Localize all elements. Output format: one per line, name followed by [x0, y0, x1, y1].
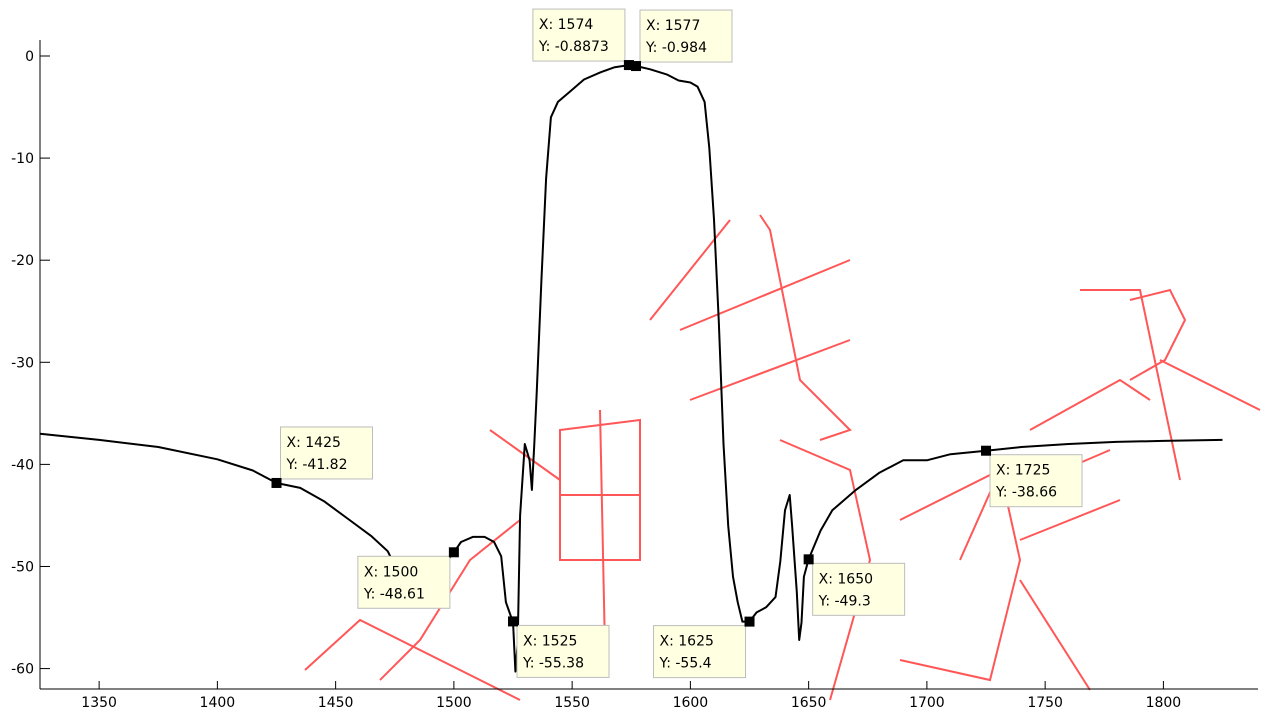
datatip[interactable]: X: 1577 Y: -0.984 — [630, 9, 733, 72]
datatip-marker[interactable] — [448, 547, 459, 558]
datatip-marker[interactable] — [271, 477, 282, 488]
datatip-y-text: Y: -48.61 — [363, 586, 425, 602]
y-tick-label: -50 — [11, 559, 34, 575]
datatip[interactable]: X: 1625 Y: -55.4 — [653, 616, 755, 679]
datatip-box — [639, 9, 733, 63]
x-tick-label: 1500 — [436, 695, 472, 711]
datatip-marker[interactable] — [744, 616, 755, 627]
y-tick-label: -20 — [11, 253, 34, 269]
datatip-y-text: Y: -0.984 — [645, 40, 707, 56]
datatip-x-text: X: 1650 — [819, 571, 873, 587]
x-tick-label: 1700 — [909, 695, 945, 711]
datatip-x-text: X: 1500 — [364, 564, 418, 580]
y-tick-label: -10 — [11, 151, 34, 167]
x-tick-label: 1350 — [81, 695, 117, 711]
datatip-marker[interactable] — [623, 60, 634, 71]
datatip-y-text: Y: -41.82 — [286, 457, 348, 473]
datatip-x-text: X: 1525 — [523, 633, 577, 649]
datatip-box — [532, 8, 626, 62]
x-tick-label: 1600 — [673, 695, 709, 711]
x-tick-label: 1650 — [791, 695, 827, 711]
series-line — [39, 64, 1223, 673]
datatip-box — [357, 555, 451, 609]
datatip[interactable]: X: 1574 Y: -0.8873 — [532, 8, 634, 71]
datatip-box — [280, 426, 374, 480]
datatip-y-text: Y: -55.4 — [659, 656, 712, 672]
datatip[interactable]: X: 1650 Y: -49.3 — [803, 554, 906, 616]
y-tick-label: 0 — [25, 49, 34, 65]
datatip-x-text: X: 1577 — [646, 18, 700, 34]
datatip[interactable]: X: 1500 Y: -48.61 — [357, 547, 459, 609]
datatip-marker[interactable] — [508, 616, 519, 627]
datatip-y-text: Y: -0.8873 — [538, 39, 609, 55]
datatip-box — [812, 562, 906, 616]
x-tick-label: 1400 — [200, 695, 236, 711]
datatip-marker[interactable] — [803, 554, 814, 565]
datatip-y-text: Y: -38.66 — [995, 485, 1057, 501]
datatip-x-text: X: 1574 — [539, 17, 593, 33]
datatip[interactable]: X: 1725 Y: -38.66 — [981, 445, 1083, 508]
x-tick-label: 1450 — [318, 695, 354, 711]
datatip[interactable]: X: 1525 Y: -55.38 — [508, 616, 610, 678]
datatip-marker[interactable] — [630, 61, 641, 72]
datatip-x-text: X: 1425 — [287, 435, 341, 451]
x-tick-label: 1800 — [1146, 695, 1182, 711]
datatip-y-text: Y: -49.3 — [818, 593, 871, 609]
datatip-x-text: X: 1725 — [996, 463, 1050, 479]
datatip-y-text: Y: -55.38 — [522, 655, 584, 671]
y-tick-label: -30 — [11, 355, 34, 371]
datatip[interactable]: X: 1425 Y: -41.82 — [271, 426, 374, 488]
x-tick-label: 1750 — [1027, 695, 1063, 711]
y-tick-label: -60 — [11, 662, 34, 678]
datatip-box — [516, 624, 610, 678]
datatip-marker[interactable] — [981, 445, 992, 456]
x-tick-label: 1550 — [554, 695, 590, 711]
y-tick-label: -40 — [11, 457, 34, 473]
datatip-box — [989, 454, 1083, 508]
datatip-x-text: X: 1625 — [660, 634, 714, 650]
datatip-box — [653, 625, 747, 679]
watermark — [304, 214, 1261, 701]
